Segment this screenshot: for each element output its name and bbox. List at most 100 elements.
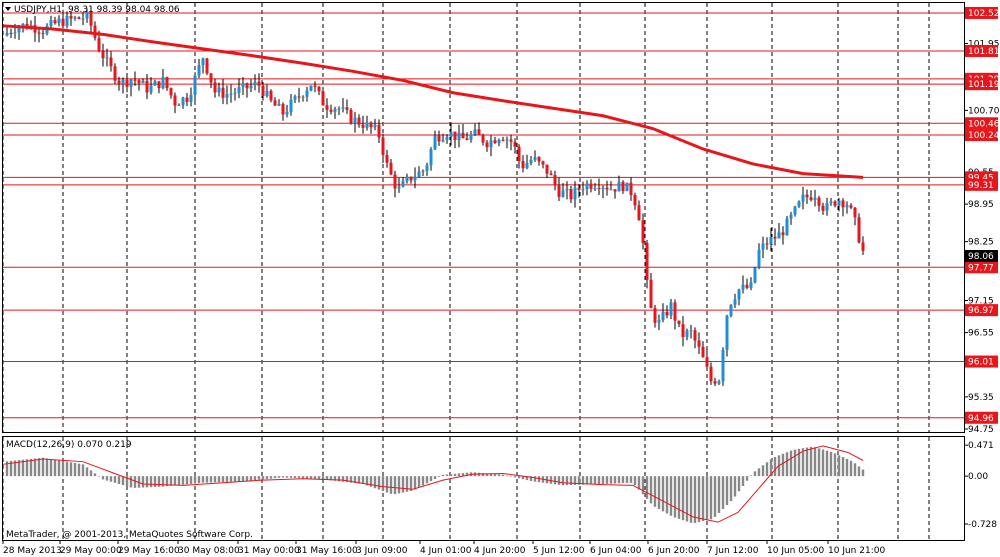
candle-bull bbox=[433, 135, 437, 150]
macd-bar bbox=[21, 459, 25, 477]
macd-bar bbox=[201, 476, 205, 483]
candle-bull bbox=[153, 81, 157, 86]
candle-bear bbox=[385, 155, 389, 163]
candle-bull bbox=[729, 304, 733, 316]
candle-bull bbox=[617, 181, 621, 192]
macd-bar bbox=[73, 463, 77, 477]
candle-bull bbox=[301, 96, 305, 98]
candle-bull bbox=[81, 18, 85, 20]
macd-bar bbox=[765, 462, 769, 477]
macd-bar bbox=[529, 476, 533, 481]
candle-bear bbox=[93, 25, 97, 38]
candle-bear bbox=[97, 37, 101, 52]
level-label: 96.97 bbox=[968, 306, 994, 316]
macd-bar bbox=[221, 476, 225, 483]
macd-bar bbox=[265, 476, 269, 480]
macd-bar bbox=[397, 476, 401, 494]
candle-bull bbox=[601, 187, 605, 189]
candle-bull bbox=[429, 149, 433, 166]
candle-bull bbox=[85, 11, 89, 19]
time-tick-label: 28 May 2013 bbox=[3, 546, 62, 556]
macd-bar bbox=[445, 474, 449, 477]
price-tick-label: 94.75 bbox=[968, 425, 994, 435]
time-tick-label: 4 Jun 20:00 bbox=[474, 546, 526, 556]
candle-bull bbox=[441, 139, 445, 142]
price-tick-label: 98.25 bbox=[968, 238, 994, 248]
candle-bear bbox=[477, 129, 481, 135]
macd-bar bbox=[489, 473, 493, 477]
macd-bar bbox=[37, 458, 41, 477]
time-tick-label: 6 Jun 04:00 bbox=[590, 546, 642, 556]
candle-bull bbox=[837, 200, 841, 206]
candle-bull bbox=[585, 183, 589, 190]
macd-bar bbox=[65, 461, 69, 477]
macd-bar bbox=[557, 476, 561, 485]
level-label: 102.52 bbox=[968, 9, 1000, 19]
candle-bear bbox=[173, 95, 177, 106]
macd-bar bbox=[353, 476, 357, 484]
price-tick-label: 97.15 bbox=[968, 296, 994, 306]
candle-bull bbox=[241, 83, 245, 88]
candle-bear bbox=[513, 141, 517, 147]
time-tick-label: 31 May 00:00 bbox=[238, 546, 300, 556]
macd-bar bbox=[141, 476, 145, 488]
candle-bear bbox=[633, 195, 637, 206]
macd-bar bbox=[329, 476, 333, 481]
macd-bar bbox=[197, 476, 201, 484]
macd-bar bbox=[121, 476, 125, 486]
macd-bar bbox=[733, 476, 737, 497]
candle-bull bbox=[689, 330, 693, 332]
candle-bull bbox=[237, 87, 241, 93]
macd-bar bbox=[101, 476, 105, 480]
candle-bull bbox=[401, 181, 405, 187]
macd-bar bbox=[825, 450, 829, 477]
candle-bear bbox=[649, 279, 653, 309]
macd-bar bbox=[461, 473, 465, 477]
macd-bar bbox=[177, 476, 181, 486]
dropdown-triangle-icon[interactable] bbox=[5, 7, 11, 11]
level-label-bg bbox=[965, 117, 998, 130]
time-tick-label: 7 Jun 12:00 bbox=[707, 546, 759, 556]
time-tick-label: 29 May 00:00 bbox=[60, 546, 122, 556]
macd-bar bbox=[333, 476, 337, 481]
candle-bear bbox=[521, 161, 525, 169]
macd-bar bbox=[793, 449, 797, 477]
candle-bear bbox=[349, 109, 353, 124]
macd-bar bbox=[5, 461, 9, 477]
candle-bear bbox=[821, 205, 825, 211]
macd-bar bbox=[457, 473, 461, 477]
candle-bear bbox=[185, 97, 189, 103]
candle-bull bbox=[353, 117, 357, 124]
macd-bar bbox=[137, 476, 141, 488]
candle-bear bbox=[109, 57, 113, 67]
candle-bull bbox=[277, 104, 281, 106]
candle-bear bbox=[41, 33, 45, 35]
macd-bar bbox=[113, 476, 117, 483]
macd-bar bbox=[337, 476, 341, 482]
macd-bar bbox=[345, 476, 349, 483]
macd-bar bbox=[789, 450, 793, 477]
macd-bar bbox=[429, 476, 433, 482]
macd-bar bbox=[585, 476, 589, 485]
macd-bar bbox=[769, 459, 773, 477]
macd-bar bbox=[145, 476, 149, 488]
candle-bear bbox=[377, 124, 381, 138]
macd-bar bbox=[677, 476, 681, 519]
candle-bear bbox=[857, 217, 861, 243]
candle-bull bbox=[285, 111, 289, 115]
time-tick-label: 6 Jun 20:00 bbox=[648, 546, 700, 556]
macd-bar bbox=[185, 476, 189, 485]
price-tick-label: 100.70 bbox=[968, 106, 1000, 116]
moving-average-line bbox=[2, 24, 864, 179]
macd-bar bbox=[801, 448, 805, 477]
candle-bull bbox=[253, 81, 257, 86]
candle-bear bbox=[621, 181, 625, 192]
macd-bar bbox=[785, 452, 789, 477]
candle-bear bbox=[205, 58, 209, 74]
macd-bar bbox=[29, 458, 33, 477]
level-label: 101.19 bbox=[968, 80, 1000, 90]
macd-bar bbox=[273, 476, 277, 479]
macd-bar bbox=[381, 476, 385, 492]
candle-bear bbox=[361, 124, 365, 128]
